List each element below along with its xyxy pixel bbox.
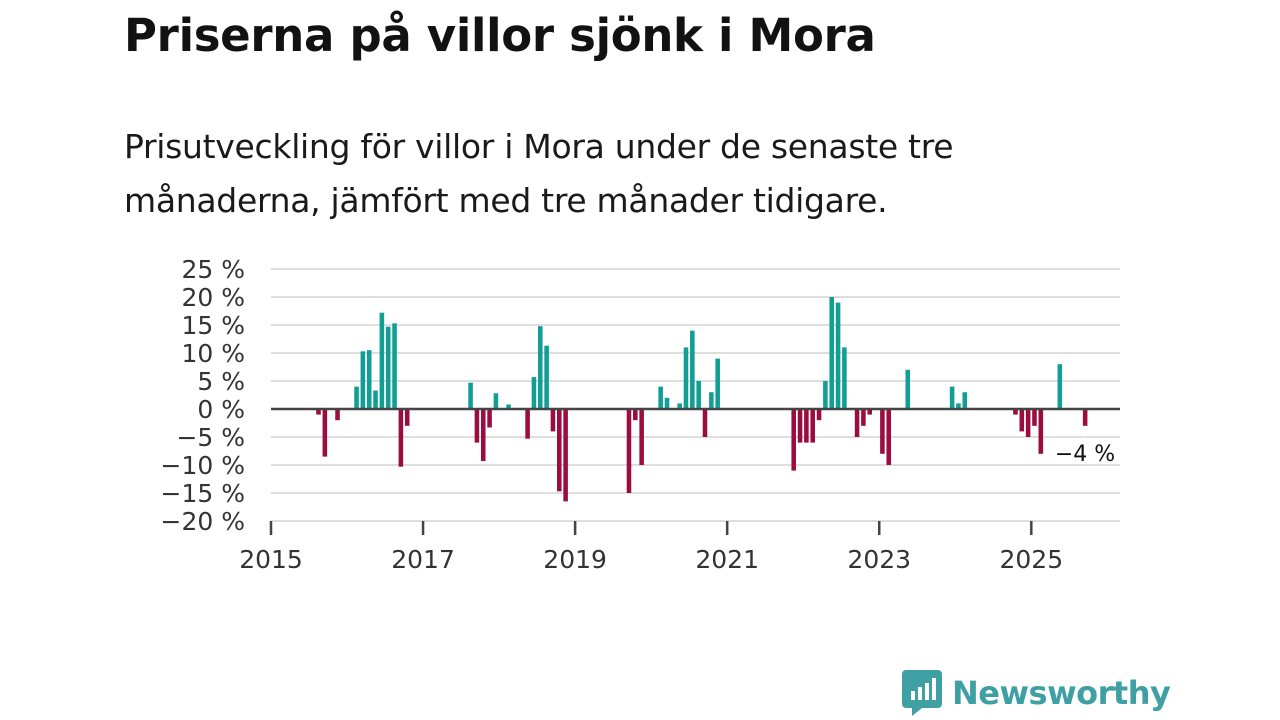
bar (715, 358, 720, 409)
annotation-label: −4 % (1055, 442, 1115, 467)
bar (835, 302, 841, 409)
bar (373, 390, 378, 409)
bar (690, 330, 695, 409)
bar (956, 403, 961, 409)
bar (804, 409, 809, 443)
gridlines (271, 268, 1120, 494)
y-tick-label: 5 % (197, 367, 245, 396)
bar (335, 409, 340, 421)
annotations: −4 % (1052, 439, 1118, 470)
bar (854, 409, 860, 437)
bar (816, 409, 822, 421)
bar (709, 392, 714, 409)
brand-name: Newsworthy (952, 674, 1171, 712)
bar (1038, 409, 1044, 454)
bar (842, 347, 847, 409)
bar (385, 326, 391, 409)
bar (531, 377, 537, 409)
bar (398, 409, 404, 467)
newsworthy-logo-icon (902, 670, 942, 716)
bar (360, 351, 366, 409)
chart-subtitle: Prisutveckling för villor i Mora under d… (124, 127, 954, 220)
bar (1057, 364, 1063, 409)
bar (962, 392, 968, 409)
bar (626, 409, 632, 493)
bar (810, 409, 815, 443)
bar (354, 386, 359, 409)
bar (886, 409, 892, 465)
bar (677, 403, 682, 409)
bar (487, 409, 492, 428)
x-axis: 2015 2017 2019 2021 2023 2025 (239, 407, 1120, 574)
bar (493, 393, 499, 409)
x-tick-label: 2023 (847, 545, 911, 574)
bar (537, 326, 543, 409)
newsworthy-logo[interactable]: Newsworthy (902, 670, 1171, 716)
bars (316, 297, 1088, 502)
y-tick-label: −15 % (161, 479, 245, 508)
y-tick-label: 25 % (181, 255, 245, 284)
bar (480, 409, 486, 462)
bar (322, 409, 328, 457)
bar (525, 409, 530, 439)
y-axis-labels: 25 %20 %15 %10 %5 %0 %−5 %−10 %−15 %−20 … (161, 255, 245, 536)
y-tick-label: 0 % (197, 395, 245, 424)
bar (633, 409, 638, 421)
bar (639, 409, 644, 465)
x-tick-label: 2021 (695, 545, 759, 574)
bar (664, 397, 670, 409)
bar (379, 312, 385, 409)
bar (823, 381, 828, 409)
y-tick-label: −5 % (176, 423, 245, 452)
bar (316, 409, 321, 415)
x-tick-label: 2015 (239, 545, 303, 574)
bar (474, 409, 480, 443)
y-tick-label: −10 % (161, 451, 245, 480)
bar (544, 345, 549, 409)
x-tick-label: 2025 (999, 545, 1063, 574)
bar (1013, 409, 1018, 415)
bar (1019, 409, 1025, 432)
x-tick-label: 2019 (543, 545, 607, 574)
chart-title: Priserna på villor sjönk i Mora (124, 9, 876, 62)
bar (658, 386, 663, 409)
bar (880, 409, 885, 454)
bar (791, 409, 796, 471)
bar (829, 297, 835, 409)
y-tick-label: 10 % (181, 339, 245, 368)
bar (468, 382, 473, 409)
bar (696, 381, 701, 409)
x-tick-label: 2017 (391, 545, 455, 574)
bar (556, 409, 562, 492)
bar (861, 409, 866, 426)
bar (506, 404, 511, 409)
y-tick-label: −20 % (161, 507, 245, 536)
bar (867, 409, 873, 415)
bar (702, 409, 708, 437)
bar (683, 347, 689, 409)
bar (392, 323, 397, 409)
bar (797, 409, 803, 443)
bar (1082, 409, 1088, 426)
bar (366, 350, 372, 409)
bar (563, 409, 568, 502)
y-tick-label: 20 % (181, 283, 245, 312)
bar (949, 386, 955, 409)
bar (1025, 409, 1031, 437)
bar (404, 409, 410, 426)
bar (905, 369, 911, 409)
bar (550, 409, 556, 432)
bar (1032, 409, 1037, 426)
y-tick-label: 15 % (181, 311, 245, 340)
